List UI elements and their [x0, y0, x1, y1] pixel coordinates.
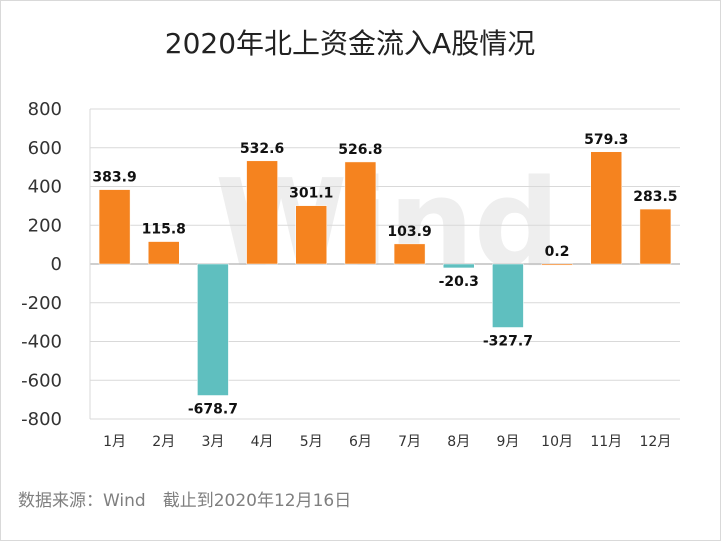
x-tick-label: 10月 — [541, 434, 573, 450]
x-tick-label: 6月 — [349, 434, 372, 450]
bar — [246, 160, 278, 265]
x-tick-label: 12月 — [640, 434, 672, 450]
chart-title: 2020年北上资金流入A股情况 — [164, 27, 536, 60]
x-tick-label: 3月 — [201, 434, 224, 450]
data-label: -327.7 — [483, 333, 533, 349]
bar — [344, 161, 377, 265]
y-tick-label: -200 — [21, 293, 62, 314]
bar — [443, 263, 475, 269]
x-tick-label: 1月 — [103, 434, 126, 450]
bar — [295, 205, 327, 265]
y-tick-label: 0 — [51, 254, 62, 275]
x-tick-label: 4月 — [251, 434, 274, 450]
bar — [197, 263, 229, 396]
y-tick-label: 200 — [28, 215, 62, 236]
x-axis: 1月 2月 3月 4月 5月 6月 7月 8月 9月 10月 11月 12月 — [103, 434, 671, 450]
x-tick-label: 8月 — [447, 434, 470, 450]
data-label: 103.9 — [387, 224, 431, 240]
data-label: -678.7 — [188, 401, 238, 417]
data-label: 579.3 — [584, 132, 628, 148]
data-label: -20.3 — [439, 274, 479, 290]
data-label: 283.5 — [633, 189, 677, 205]
bar — [639, 208, 672, 265]
grid-lines — [89, 108, 680, 420]
data-label: 532.6 — [240, 141, 284, 157]
y-tick-label: 800 — [28, 99, 62, 120]
x-tick-label: 11月 — [590, 434, 622, 450]
y-tick-label: -600 — [21, 370, 62, 391]
bar — [492, 263, 524, 328]
x-tick-label: 2月 — [152, 434, 175, 450]
y-axis: 800 600 400 200 0 -200 -400 -600 -800 — [21, 99, 62, 430]
data-label: 115.8 — [142, 222, 186, 238]
data-labels: 383.9 115.8 -678.7 532.6 301.1 526.8 103.9 -20.… — [92, 132, 677, 418]
y-tick-label: 400 — [28, 177, 62, 198]
source-note: 数据来源：Wind 截止到2020年12月16日 — [18, 491, 352, 511]
x-tick-label: 7月 — [398, 434, 421, 450]
data-label: 526.8 — [338, 142, 382, 158]
y-tick-label: 600 — [28, 138, 62, 159]
y-tick-label: -400 — [21, 332, 62, 353]
bar — [590, 151, 622, 265]
bars — [98, 151, 672, 396]
x-tick-label: 5月 — [300, 434, 323, 450]
data-label: 0.2 — [545, 244, 570, 260]
data-label: 301.1 — [289, 186, 333, 202]
data-label: 383.9 — [92, 170, 136, 186]
x-tick-label: 9月 — [496, 434, 519, 450]
bar — [393, 243, 426, 265]
y-tick-label: -800 — [21, 409, 62, 430]
bar — [541, 263, 573, 266]
bar — [98, 189, 131, 265]
bar — [148, 241, 180, 265]
